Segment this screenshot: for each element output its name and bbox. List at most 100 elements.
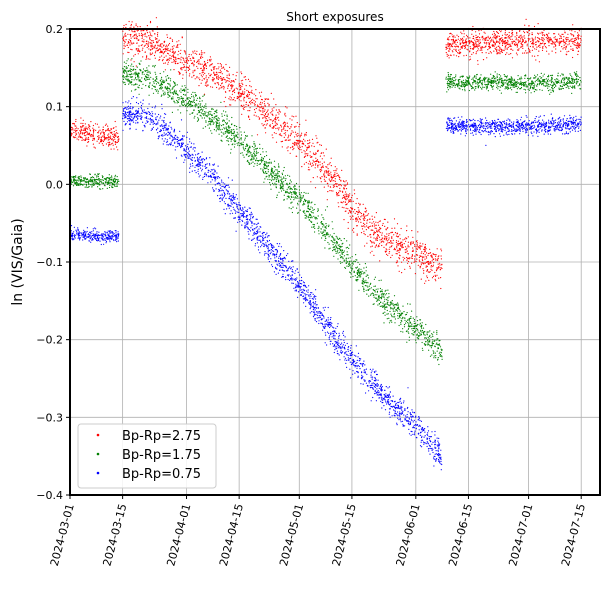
- data-point: [323, 174, 325, 176]
- data-point: [116, 146, 118, 148]
- data-point: [411, 255, 413, 257]
- data-point: [313, 153, 315, 155]
- data-point: [289, 175, 291, 177]
- data-point: [360, 232, 363, 234]
- data-point: [168, 49, 170, 52]
- data-point: [152, 40, 154, 42]
- data-point: [352, 261, 354, 263]
- data-point: [558, 40, 560, 42]
- data-point: [436, 258, 438, 260]
- data-point: [283, 194, 285, 196]
- data-point: [189, 113, 191, 115]
- data-point: [296, 207, 298, 209]
- data-point: [447, 42, 449, 44]
- data-point: [336, 172, 338, 174]
- data-point: [218, 133, 220, 135]
- data-point: [368, 227, 370, 229]
- data-point: [281, 129, 283, 131]
- data-point: [541, 40, 544, 42]
- data-point: [173, 61, 175, 63]
- data-point: [184, 69, 186, 71]
- data-point: [254, 104, 256, 106]
- data-point: [173, 69, 175, 71]
- data-point: [554, 43, 556, 46]
- data-point: [363, 219, 366, 221]
- data-point: [305, 119, 307, 121]
- data-point: [250, 154, 252, 156]
- data-point: [224, 79, 226, 81]
- data-point: [248, 101, 251, 104]
- data-point: [148, 85, 150, 87]
- data-point: [234, 140, 237, 142]
- data-point: [160, 82, 162, 84]
- data-point: [336, 236, 338, 238]
- data-point: [239, 95, 241, 97]
- data-point: [201, 110, 203, 112]
- data-point: [307, 201, 309, 203]
- data-point: [554, 45, 557, 47]
- data-point: [186, 57, 188, 59]
- data-point: [336, 183, 338, 185]
- data-point: [71, 129, 73, 131]
- data-point: [161, 94, 163, 96]
- data-point: [286, 195, 288, 197]
- data-point: [249, 85, 251, 87]
- data-point: [408, 320, 410, 322]
- data-point: [80, 126, 82, 129]
- data-point: [255, 107, 257, 110]
- data-point: [360, 212, 363, 215]
- data-point: [409, 317, 411, 319]
- data-point: [365, 215, 367, 217]
- data-point: [299, 136, 301, 138]
- data-point: [225, 131, 227, 133]
- data-point: [206, 84, 208, 86]
- data-point: [206, 85, 208, 87]
- data-point: [356, 273, 359, 276]
- data-point: [348, 263, 350, 266]
- data-point: [137, 78, 139, 80]
- data-point: [382, 312, 384, 314]
- data-point: [541, 49, 544, 52]
- data-point: [222, 85, 224, 87]
- data-point: [308, 219, 310, 221]
- data-point: [112, 139, 114, 141]
- data-point: [263, 110, 265, 112]
- data-point: [183, 65, 185, 67]
- data-point: [190, 102, 192, 104]
- data-point: [140, 44, 142, 47]
- data-point: [511, 30, 513, 32]
- data-point: [370, 246, 372, 248]
- data-point: [228, 137, 231, 139]
- data-point: [87, 186, 89, 188]
- data-point: [150, 46, 152, 48]
- data-point: [209, 60, 211, 62]
- data-point: [168, 44, 170, 46]
- data-point: [171, 46, 173, 48]
- data-point: [189, 103, 191, 105]
- data-point: [413, 332, 415, 334]
- data-point: [424, 250, 426, 252]
- data-point: [112, 140, 114, 142]
- data-point: [85, 126, 87, 128]
- data-point: [144, 78, 146, 81]
- data-point: [310, 214, 312, 217]
- data-point: [530, 41, 532, 43]
- data-point: [226, 135, 229, 137]
- data-point: [411, 328, 413, 330]
- data-point: [408, 324, 410, 326]
- data-point: [175, 90, 177, 92]
- data-point: [194, 105, 196, 107]
- data-point: [393, 312, 395, 315]
- data-point: [548, 45, 550, 47]
- data-point: [427, 342, 429, 344]
- data-point: [220, 71, 222, 73]
- data-point: [349, 257, 351, 259]
- data-point: [307, 215, 309, 217]
- data-point: [325, 169, 327, 172]
- data-point: [163, 71, 165, 73]
- data-point: [292, 131, 294, 133]
- data-point: [217, 78, 219, 80]
- data-point: [429, 248, 431, 250]
- data-point: [149, 36, 151, 39]
